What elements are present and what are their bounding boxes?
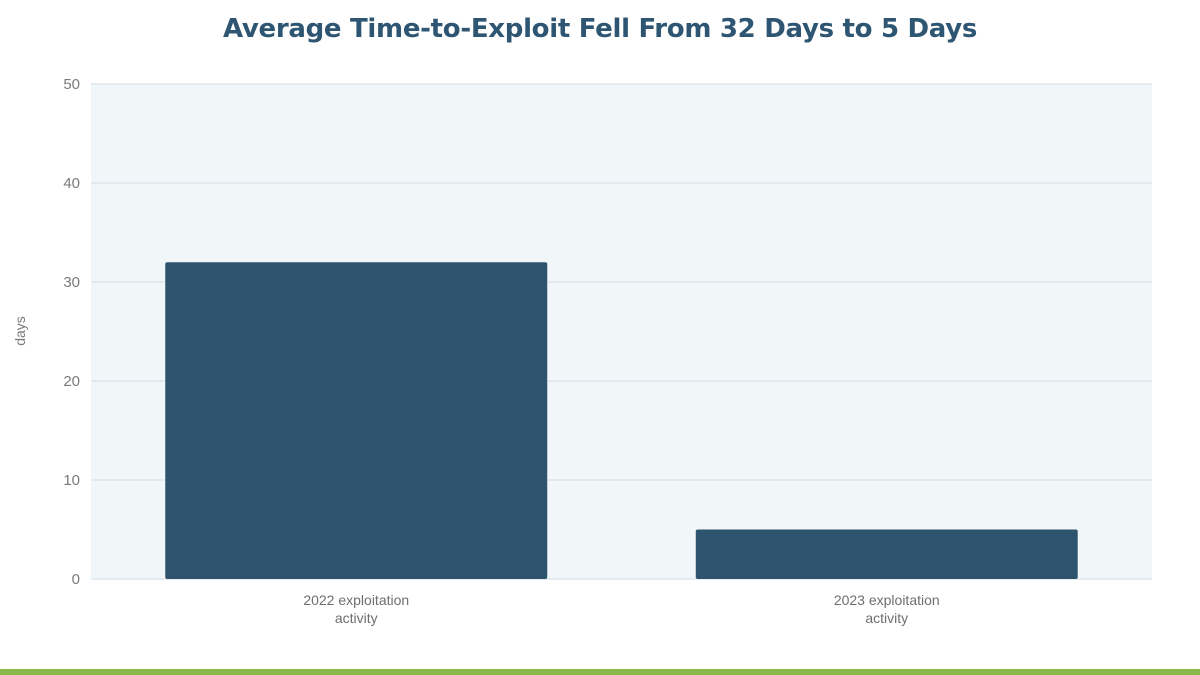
y-tick-label: 0 xyxy=(72,571,80,588)
chart-title: Average Time-to-Exploit Fell From 32 Day… xyxy=(222,14,978,44)
bar xyxy=(165,262,548,579)
y-tick-label: 50 xyxy=(63,76,80,93)
y-tick-label: 20 xyxy=(63,373,80,390)
y-tick-label: 40 xyxy=(63,175,80,192)
y-axis-title: days xyxy=(12,316,28,346)
y-tick-label: 10 xyxy=(63,472,80,489)
bars xyxy=(165,262,1078,579)
x-axis-labels: 2022 exploitation activity 2023 exploitati… xyxy=(303,592,939,626)
accent-bar xyxy=(0,669,1200,675)
bar xyxy=(695,529,1078,579)
y-axis-ticks: 0 10 20 30 40 50 xyxy=(63,76,80,588)
x-category-label: 2022 exploitation activity xyxy=(303,592,409,626)
x-category-label: 2023 exploitation activity xyxy=(834,592,940,626)
y-tick-label: 30 xyxy=(63,274,80,291)
